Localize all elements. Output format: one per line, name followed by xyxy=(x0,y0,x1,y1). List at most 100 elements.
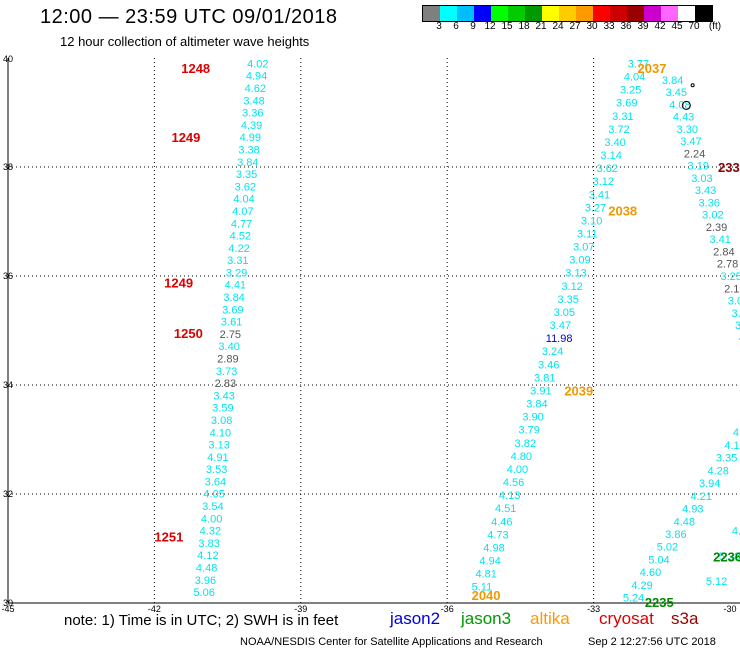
swh-value: 3.40 xyxy=(218,341,239,353)
swh-value: 3.73 xyxy=(216,366,237,378)
swh-value: 4.98 xyxy=(483,542,504,554)
marker-circle xyxy=(681,100,691,110)
legend-unit: (ft) xyxy=(708,21,722,32)
swh-value: 3.47 xyxy=(680,136,701,148)
legend-swatch xyxy=(508,6,525,21)
swh-value: 4.09 xyxy=(732,525,740,537)
swh-value: 5.04 xyxy=(648,554,669,566)
legend-swatch xyxy=(695,6,712,21)
swh-value: 3.83 xyxy=(198,538,219,550)
swh-value: 4.94 xyxy=(246,71,267,83)
footer-timestamp: Sep 2 12:27:56 UTC 2018 xyxy=(588,636,716,648)
satellite-label-jason2: jason2 xyxy=(390,609,441,628)
legend-swatch xyxy=(423,6,440,21)
swh-value: 2.78 xyxy=(717,259,738,271)
swh-value: 2.83 xyxy=(215,378,236,390)
lat-tick-label: 32 xyxy=(3,489,13,499)
swh-value: 3.02 xyxy=(702,210,723,222)
swh-value: 4.12 xyxy=(197,550,218,562)
swh-value: 3.35 xyxy=(236,169,257,181)
swh-value: 4.06 xyxy=(739,332,740,344)
legend-tick-label: 3 xyxy=(436,21,442,32)
swh-value: 4.05 xyxy=(203,489,224,501)
swh-value: 2.24 xyxy=(684,148,705,160)
lat-tick-label: 36 xyxy=(3,271,13,281)
swh-value: 3.41 xyxy=(710,234,731,246)
legend-tick-label: 45 xyxy=(671,21,683,32)
swh-value: 4.29 xyxy=(631,580,652,592)
swh-value: 5.02 xyxy=(657,542,678,554)
swh-value: 3.61 xyxy=(221,317,242,329)
swh-value: 4.00 xyxy=(507,464,528,476)
legend-swatch xyxy=(474,6,491,21)
legend-tick-label: 9 xyxy=(470,21,476,32)
legend-swatch xyxy=(559,6,576,21)
legend-tick-label: 15 xyxy=(501,21,513,32)
swh-value: 4.04 xyxy=(233,194,254,206)
swh-value: 4.41 xyxy=(225,280,246,292)
lon-tick-label: -42 xyxy=(148,604,161,614)
swh-value: 4.28 xyxy=(707,465,728,477)
lat-tick-label: 30 xyxy=(3,598,13,608)
color-legend xyxy=(422,5,713,22)
swh-value: 4.04 xyxy=(624,72,645,84)
swh-value: 4.51 xyxy=(495,503,516,515)
swh-value: 4.10 xyxy=(210,427,231,439)
lon-tick-label: -45 xyxy=(1,604,14,614)
legend-tick-label: 24 xyxy=(552,21,564,32)
swh-value: 3.69 xyxy=(222,304,243,316)
swh-value: 2.75 xyxy=(220,329,241,341)
swh-value: 3.46 xyxy=(538,359,559,371)
swh-value: 5.24 xyxy=(623,593,644,605)
legend-tick-label: 42 xyxy=(654,21,666,32)
swh-value: 4.00 xyxy=(201,513,222,525)
swh-value: 3.14 xyxy=(600,150,621,162)
swh-value: 4.13 xyxy=(499,490,520,502)
swh-value: 2.39 xyxy=(706,222,727,234)
swh-value: 4.91 xyxy=(207,452,228,464)
swh-value: 4.60 xyxy=(640,567,661,579)
swh-value: 4.80 xyxy=(511,451,532,463)
swh-value: 3.59 xyxy=(212,403,233,415)
pass-time-label: 2338 xyxy=(718,160,740,175)
swh-value: 3.31 xyxy=(227,255,248,267)
swh-value: 3.96 xyxy=(195,575,216,587)
swh-value: 3.41 xyxy=(589,189,610,201)
swh-value: 3.94 xyxy=(699,478,720,490)
legend-swatch xyxy=(644,6,661,21)
swh-value: 4.94 xyxy=(479,555,500,567)
legend-tick-label: 33 xyxy=(603,21,615,32)
swh-value: 3.05 xyxy=(554,307,575,319)
swh-value: 4.43 xyxy=(673,112,694,124)
legend-swatch xyxy=(627,6,644,21)
satellite-label-altika: altika xyxy=(530,609,570,628)
swh-value: 3.62 xyxy=(235,181,256,193)
legend-swatch xyxy=(440,6,457,21)
legend-tick-label: 36 xyxy=(620,21,632,32)
swh-value: 3.14 xyxy=(731,308,740,320)
swh-value: 4.16 xyxy=(724,440,740,452)
swh-value: 3.29 xyxy=(226,267,247,279)
pass-time-label: 1250 xyxy=(174,326,203,341)
pass-time-label: 2039 xyxy=(564,383,593,398)
swh-value: 3.35 xyxy=(557,294,578,306)
swh-value: 4.52 xyxy=(230,231,251,243)
swh-value: 4.48 xyxy=(196,563,217,575)
swh-value: 3.84 xyxy=(526,399,547,411)
swh-value: 3.13 xyxy=(208,440,229,452)
swh-value: 4.32 xyxy=(200,526,221,538)
swh-value: 3.47 xyxy=(550,320,571,332)
swh-value: 4.08 xyxy=(669,99,690,111)
swh-value: 3.12 xyxy=(593,176,614,188)
swh-value: 3.53 xyxy=(206,464,227,476)
legend-swatch xyxy=(525,6,542,21)
legend-swatch xyxy=(661,6,678,21)
legend-tick-label: 6 xyxy=(453,21,459,32)
swh-value: 4.81 xyxy=(476,569,497,581)
swh-value: 3.84 xyxy=(237,157,258,169)
swh-value: 3.08 xyxy=(211,415,232,427)
legend-tick-label: 39 xyxy=(637,21,649,32)
swh-value: 3.36 xyxy=(699,197,720,209)
legend-swatch xyxy=(678,6,695,21)
legend-tick-label: 30 xyxy=(586,21,598,32)
